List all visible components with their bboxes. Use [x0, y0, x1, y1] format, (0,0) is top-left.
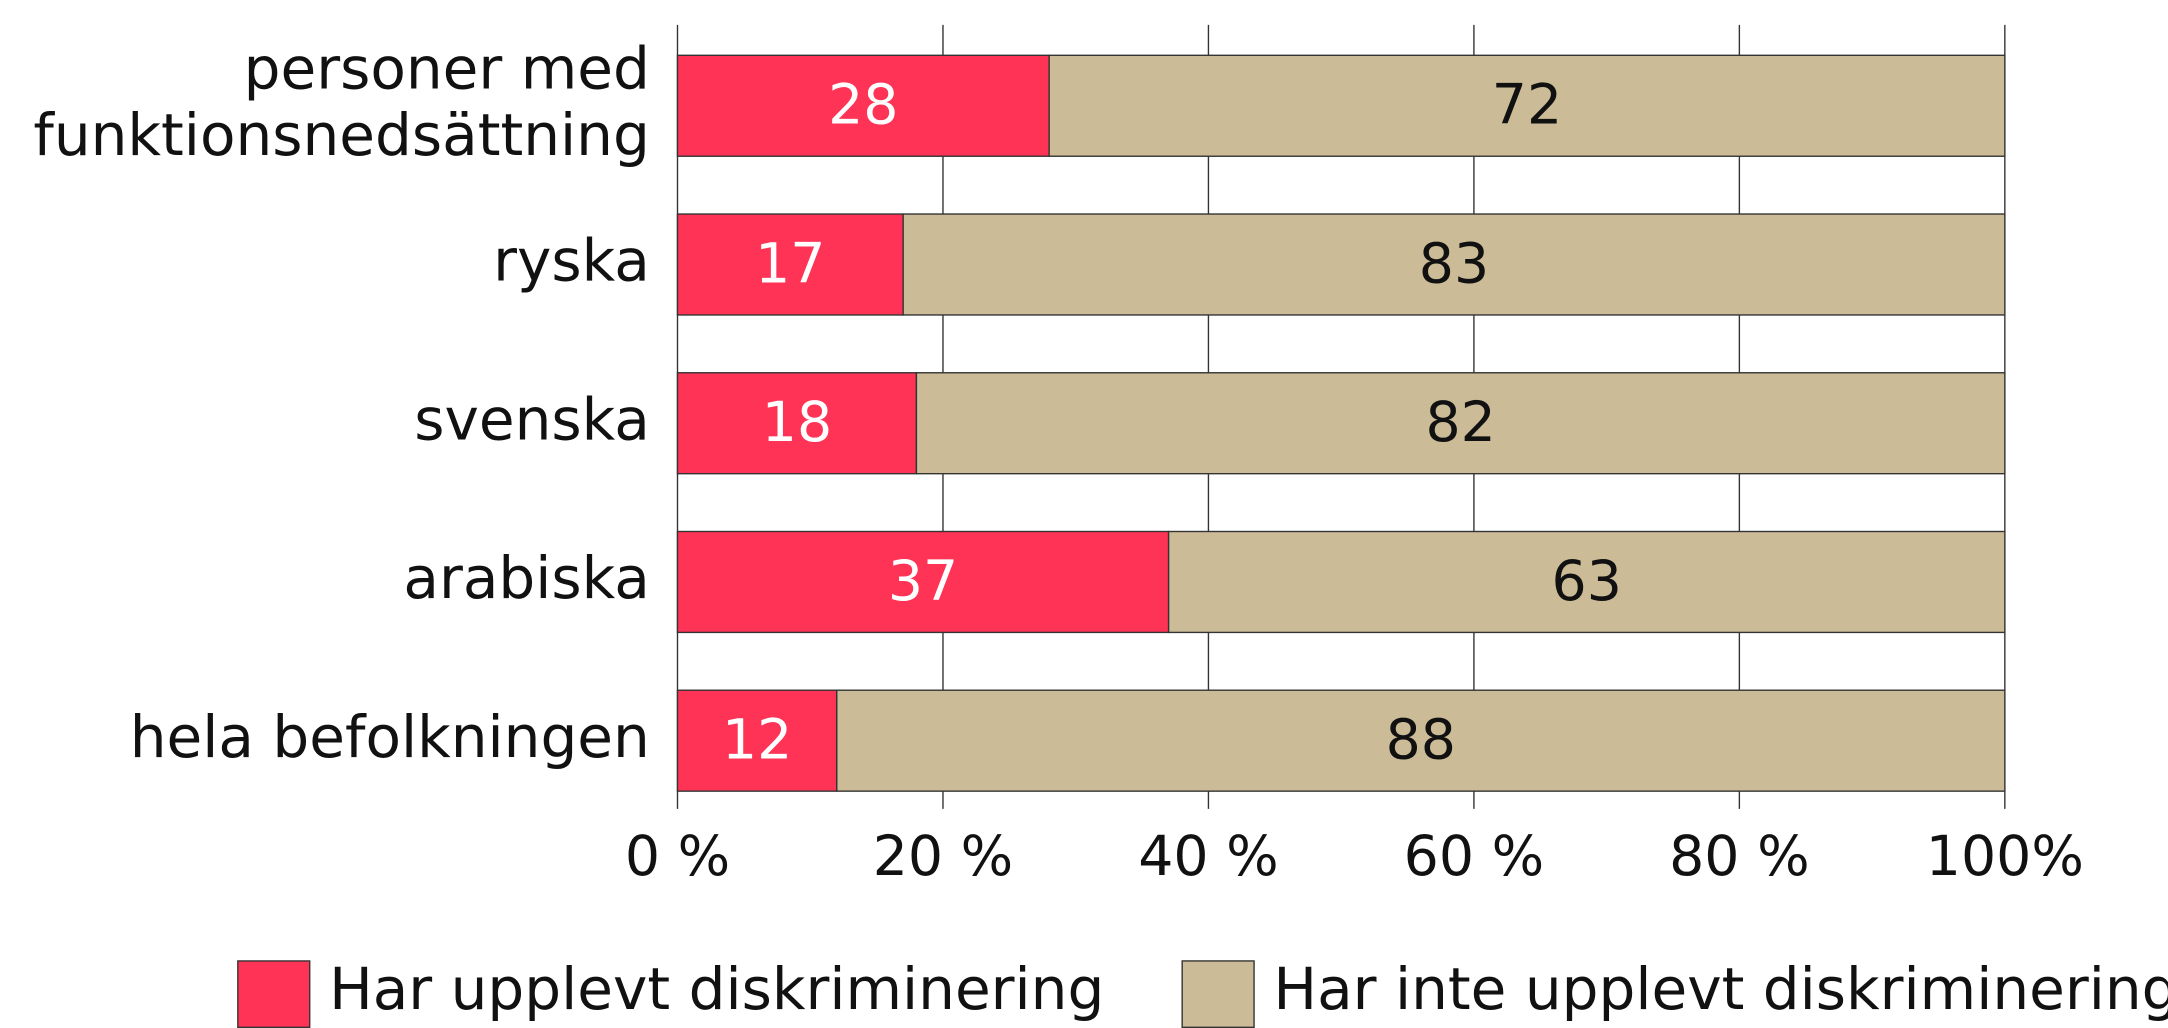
bar-segment — [676, 530, 1170, 634]
legend-label: Har inte upplevt diskriminering — [1273, 955, 2168, 1023]
x-tick-label: 80 % — [1669, 825, 1809, 889]
x-tick-label: 40 % — [1138, 825, 1278, 889]
legend-swatch — [237, 960, 311, 1028]
y-tick-label: personer med funktionsnedsättning — [33, 35, 649, 169]
x-tick-label: 0 % — [625, 825, 730, 889]
legend-label: Har upplevt diskriminering — [329, 955, 1104, 1023]
x-tick-label: 100% — [1926, 825, 2084, 889]
y-tick-label: hela befolkningen — [130, 703, 650, 771]
bar-segment — [676, 54, 1050, 157]
bar-segment — [1048, 54, 2006, 157]
data-label: 88 — [1386, 709, 1456, 773]
data-label: 83 — [1419, 232, 1489, 296]
bar-segment — [902, 213, 2006, 316]
y-tick-label: svenska — [414, 385, 650, 453]
data-label: 37 — [888, 550, 958, 614]
data-label: 63 — [1552, 550, 1622, 614]
bar-segment — [676, 372, 918, 475]
y-tick-label: ryska — [493, 227, 650, 295]
bar-segment — [836, 689, 2006, 792]
data-label: 17 — [755, 232, 825, 296]
data-label: 82 — [1425, 391, 1495, 455]
bar-segment — [1167, 530, 2006, 634]
y-tick-label: arabiska — [403, 544, 649, 612]
legend-swatch — [1181, 960, 1255, 1028]
x-tick-label: 60 % — [1404, 825, 1544, 889]
x-tick-label: 20 % — [873, 825, 1013, 889]
bar-segment — [676, 689, 838, 792]
data-label: 28 — [828, 74, 898, 138]
data-label: 72 — [1492, 74, 1562, 138]
data-label: 18 — [762, 391, 832, 455]
data-label: 12 — [722, 709, 792, 773]
bar-segment — [676, 213, 904, 316]
bar-segment — [915, 372, 2006, 475]
